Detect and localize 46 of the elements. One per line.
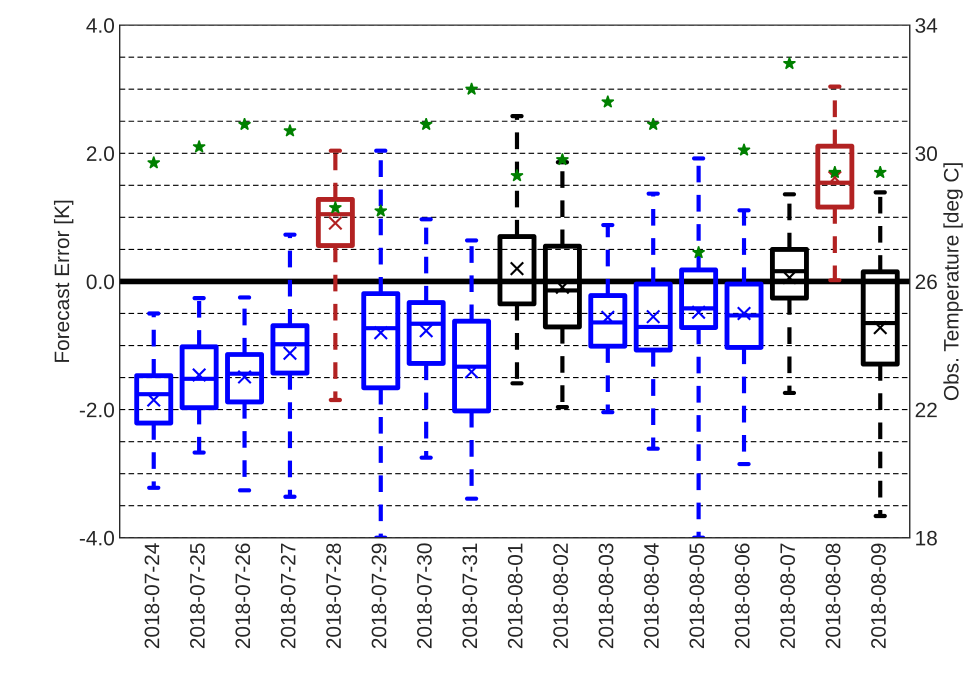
x-tick-label: 2018-08-05 [689, 543, 704, 648]
point [601, 95, 614, 108]
point [874, 166, 887, 178]
y2-tick-label: 26 [916, 274, 937, 290]
point [328, 200, 342, 214]
y-tick-label: 2.0 [86, 146, 114, 162]
y2-tick-label: 22 [916, 402, 937, 418]
point [646, 118, 660, 130]
point [147, 156, 160, 169]
point [283, 124, 297, 137]
x-tick-label: 2018-07-29 [372, 544, 386, 648]
point [420, 118, 433, 130]
x-tick-label: 2018-07-30 [417, 543, 432, 648]
point [828, 166, 842, 178]
point [737, 143, 751, 156]
y-tick-label: 0.0 [86, 274, 114, 290]
x-tick-label: 2018-07-24 [144, 543, 160, 648]
x-tick-label: 2018-07-31 [462, 544, 478, 648]
point [782, 56, 796, 70]
x-tick-label: 2018-08-09 [871, 544, 886, 648]
x-tick-label: 2018-08-03 [598, 544, 614, 648]
point [192, 140, 206, 153]
x-tick-label: 2018-08-08 [826, 544, 840, 648]
y-tick-label: -2.0 [80, 402, 114, 418]
point [556, 152, 570, 166]
y2-tick-label: 18 [916, 530, 937, 546]
point [510, 168, 524, 182]
y2-axis-title: Obs. Temperature [deg C] [943, 163, 963, 400]
x-tick-label: 2018-08-04 [644, 543, 659, 648]
y-tick-label: -4.0 [80, 530, 114, 546]
point [692, 246, 706, 258]
y-tick-label: 4.0 [86, 18, 114, 33]
x-tick-label: 2018-08-06 [734, 544, 750, 648]
y2-tick-label: 34 [915, 18, 938, 33]
x-tick-label: 2018-08-02 [553, 544, 568, 648]
x-tick-label: 2018-07-25 [190, 543, 205, 648]
point [374, 204, 388, 217]
x-tick-label: 2018-08-07 [780, 544, 796, 648]
x-tick-label: 2018-07-28 [326, 544, 341, 648]
x-tick-label: 2018-07-27 [280, 544, 296, 648]
x-tick-label: 2018-08-01 [508, 544, 523, 648]
y-axis-title: Forecast Error [K] [54, 200, 74, 362]
x-tick-label: 2018-07-26 [235, 544, 250, 648]
y2-tick-label: 30 [915, 146, 937, 162]
point [238, 118, 252, 130]
point [464, 82, 478, 95]
